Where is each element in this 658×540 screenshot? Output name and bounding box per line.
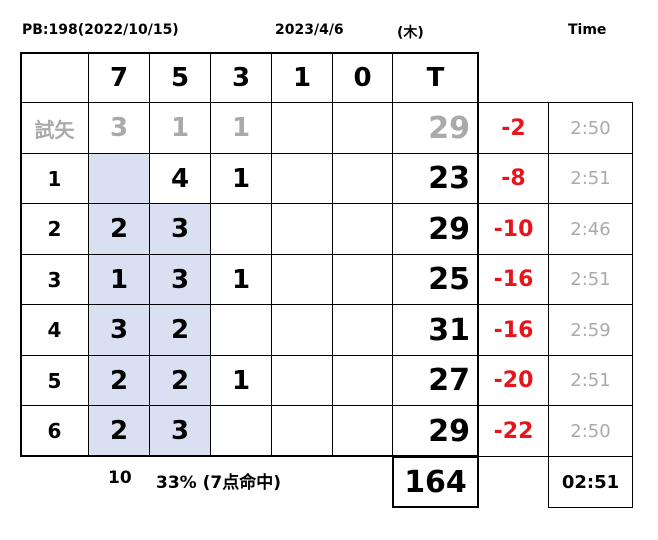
date: 2023/4/6	[275, 22, 344, 38]
cell: 2:51	[548, 254, 633, 305]
count: 10	[108, 468, 132, 488]
cell: 2	[88, 355, 150, 406]
pb: PB:198(2022/10/15)	[22, 22, 179, 38]
cell: -22	[478, 405, 549, 457]
table-outline	[20, 52, 479, 457]
cell: -8	[478, 153, 549, 204]
cell: 2:46	[548, 203, 633, 255]
cell: 29	[392, 102, 479, 154]
cell: 2	[88, 203, 150, 255]
cell: 2:50	[548, 405, 633, 457]
cell: 2:51	[548, 153, 633, 204]
rate: 33% (7点命中)	[156, 473, 281, 493]
cell: -16	[478, 304, 549, 356]
cell: 2	[149, 304, 211, 356]
cell: -2	[478, 102, 549, 154]
cell: 2:50	[548, 102, 633, 154]
cell: -16	[478, 254, 549, 305]
cell: 3	[149, 254, 211, 305]
time-label: Time	[568, 22, 607, 38]
cell: 2:51	[548, 355, 633, 406]
total: 164	[392, 456, 479, 508]
cell: 2	[88, 405, 150, 457]
cell: 3	[88, 304, 150, 356]
total-time: 02:51	[548, 456, 633, 508]
weekday: (木)	[397, 25, 424, 41]
cell: -20	[478, 355, 549, 406]
cell: 2:59	[548, 304, 633, 356]
cell: 2	[149, 355, 211, 406]
cell: -10	[478, 203, 549, 255]
